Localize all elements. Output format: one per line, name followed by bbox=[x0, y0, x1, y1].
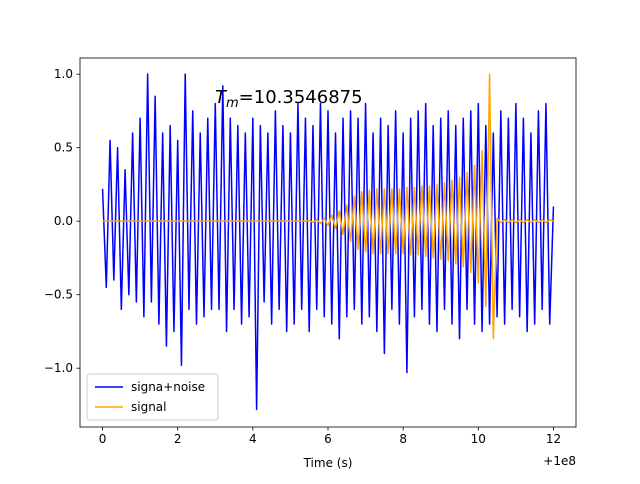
x-tick-label: 12 bbox=[546, 432, 561, 446]
y-tick-label: 1.0 bbox=[54, 67, 73, 81]
x-tick-label: 6 bbox=[324, 432, 332, 446]
annotation-text: =10.3546875 bbox=[239, 87, 363, 108]
series-line bbox=[101, 73, 555, 411]
legend-label: signal bbox=[131, 400, 167, 414]
y-tick-label: 0.5 bbox=[54, 141, 73, 155]
x-tick-label: 10 bbox=[471, 432, 486, 446]
legend-box bbox=[86, 373, 219, 421]
x-tick-label: 0 bbox=[99, 432, 107, 446]
x-axis-label: Time (s) bbox=[303, 456, 353, 470]
annotation-subscript: m bbox=[226, 96, 239, 111]
x-tick-label: 2 bbox=[174, 432, 182, 446]
annotation: Tm=10.3546875 bbox=[215, 87, 363, 111]
y-tick-label: −0.5 bbox=[44, 288, 73, 302]
x-tick-label: 4 bbox=[249, 432, 257, 446]
annotation-symbol: T bbox=[215, 87, 228, 108]
y-tick-label: 0.0 bbox=[54, 214, 73, 228]
series-line bbox=[102, 73, 554, 340]
x-tick-label: 8 bbox=[399, 432, 407, 446]
y-tick-label: −1.0 bbox=[44, 361, 73, 375]
x-offset-label: +1e8 bbox=[543, 454, 576, 468]
legend-label: signa+noise bbox=[131, 380, 205, 394]
